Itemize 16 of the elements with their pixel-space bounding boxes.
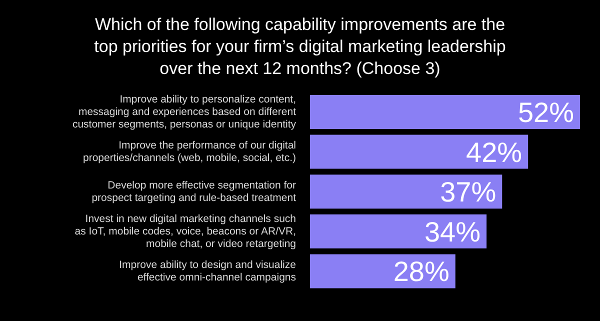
y-tick-label: Improve ability to personalize content, messaging and experiences based on different customer segments, personas or unique identity — [72, 93, 297, 130]
bar — [310, 214, 487, 248]
y-tick-label: Develop more effective segmentation for prospect targeting and rule-based treatment — [92, 179, 296, 204]
bar — [310, 134, 528, 169]
bar — [310, 95, 580, 129]
data-label: 28% — [393, 256, 450, 288]
y-tick-label: Improve ability to design and visualize effective omni-channel campaigns — [119, 258, 296, 284]
bar — [310, 174, 502, 209]
data-label: 52% — [518, 97, 574, 128]
data-label: 34% — [424, 216, 481, 248]
bar — [310, 254, 456, 288]
data-label: 37% — [440, 176, 496, 208]
y-tick-label: Invest in new digital marketing channels such as IoT, mobile codes, voice, beacons or AR/VR, mobile chat, or video retargeting — [74, 212, 296, 250]
y-tick-label: Improve the performance of our digital properties/channels (web, mobile, social, etc.) — [82, 139, 296, 164]
chart-title: Which of the following capability improvements are the top priorities for your firm’s digital marketing leadership over the next 12 months? (Choose 3) — [93, 14, 507, 80]
data-label: 42% — [466, 136, 522, 168]
